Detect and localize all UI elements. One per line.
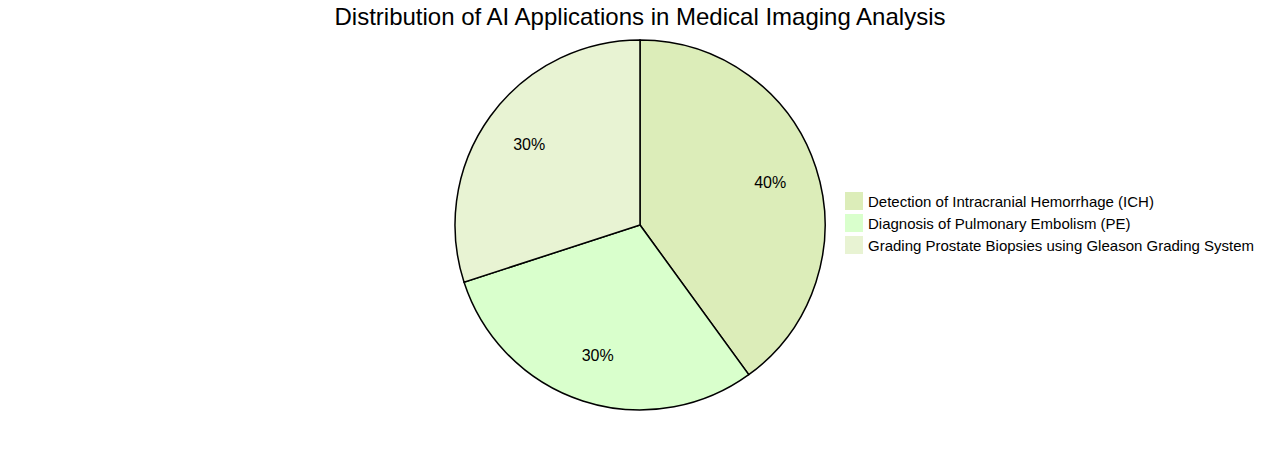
html-text:Distribution of AI Application: Distribution of AI Applications in Medic… — [334, 3, 946, 30]
html-text:Grading Prostate Biopsies usin: Grading Prostate Biopsies using Gleason … — [868, 236, 1254, 254]
html-text:Diagnosis of Pulmonary Embolis: Diagnosis of Pulmonary Embolism (PE) — [868, 214, 1131, 232]
svg-text:30%: 30% — [582, 347, 614, 364]
svg-text:30%: 30% — [513, 136, 545, 153]
html-text:Detection of Intracranial Hemo: Detection of Intracranial Hemorrhage (IC… — [868, 192, 1154, 210]
svg-text:40%: 40% — [754, 174, 786, 191]
